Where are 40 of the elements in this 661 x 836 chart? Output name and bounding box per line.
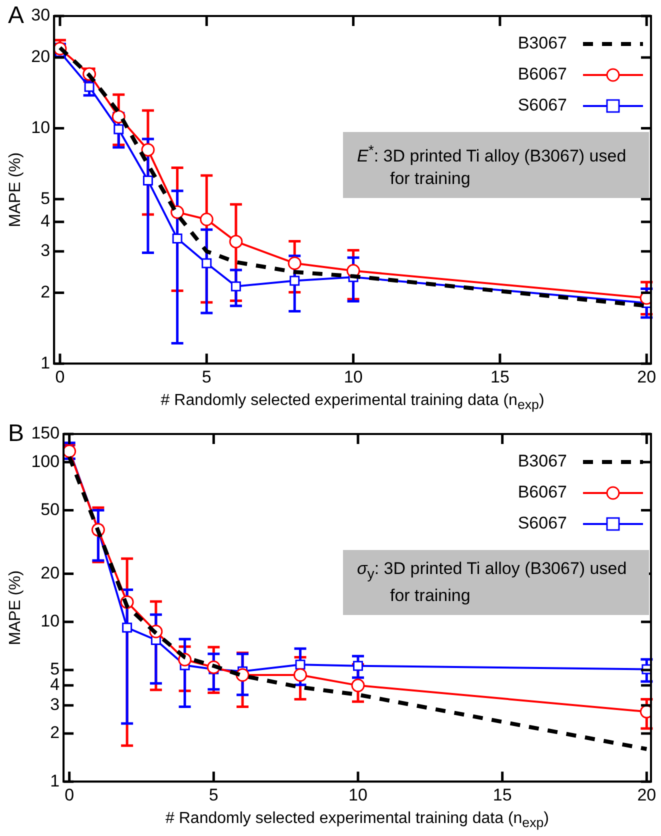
y-tick-label: 50 bbox=[40, 500, 60, 519]
text: A bbox=[8, 2, 24, 30]
y-tick-label: 3 bbox=[50, 695, 60, 714]
y-tick-label: 4 bbox=[40, 212, 50, 231]
x-tick-label: 20 bbox=[637, 367, 656, 386]
y-axis-title: MAPE (%) bbox=[7, 152, 24, 228]
y-tick-label: 3 bbox=[40, 241, 50, 260]
y-tick-label: 5 bbox=[40, 188, 50, 208]
legend-label: B6067 bbox=[518, 482, 567, 502]
y-tick-label: 1 bbox=[50, 771, 60, 790]
y-tick-label: 30 bbox=[31, 6, 50, 25]
legend-label: B3067 bbox=[518, 34, 567, 53]
legend-label: B3067 bbox=[518, 452, 567, 471]
x-tick-label: 10 bbox=[348, 785, 368, 804]
x-tick-label: 5 bbox=[202, 367, 212, 386]
annotation: E$^{*}$: 3D printed Ti alloy (B3067) used for training bbox=[343, 132, 649, 198]
x-tick-label: 20 bbox=[637, 785, 656, 804]
legend-label: S6067 bbox=[518, 96, 567, 115]
legend-label: S6067 bbox=[518, 514, 567, 533]
y-tick-label: 10 bbox=[40, 612, 60, 631]
x-tick-label: 0 bbox=[64, 785, 74, 804]
y-axis-title: MAPE (%) bbox=[7, 570, 24, 646]
y-tick-label: 1 bbox=[40, 353, 50, 372]
y-tick-label: 20 bbox=[31, 47, 50, 66]
y-tick-label: 10 bbox=[31, 118, 50, 137]
x-tick-label: 5 bbox=[208, 785, 218, 804]
y-tick-label: 150 bbox=[31, 424, 60, 443]
annotation: σ$_{y}$: 3D printed Ti alloy (B3067) used for training bbox=[343, 550, 649, 616]
x-tick-label: 0 bbox=[55, 367, 65, 386]
y-tick-label: 2 bbox=[40, 282, 50, 302]
x-tick-label: 10 bbox=[344, 367, 363, 386]
legend-label: B6067 bbox=[518, 64, 567, 84]
x-tick-label: 15 bbox=[490, 367, 510, 386]
x-axis-title: # Randomly selected experimental training data (n$_{exp}$) bbox=[160, 392, 546, 412]
y-tick-label: 20 bbox=[40, 563, 60, 582]
x-axis-title: # Randomly selected experimental training data (n$_{exp}$) bbox=[164, 810, 550, 830]
x-tick-label: 15 bbox=[492, 785, 512, 804]
y-tick-label: 2 bbox=[50, 723, 60, 742]
y-tick-label: 100 bbox=[31, 452, 60, 471]
text: B bbox=[8, 420, 24, 448]
